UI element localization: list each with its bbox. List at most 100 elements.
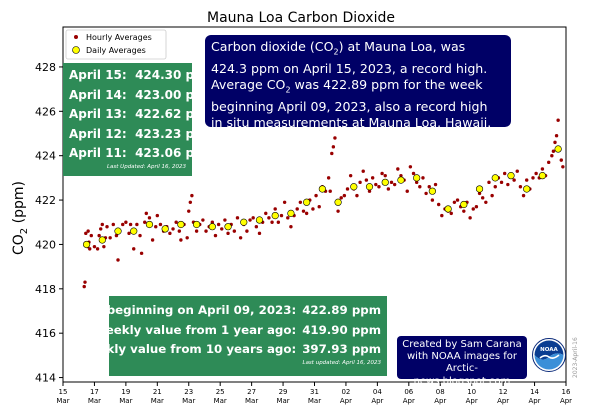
hourly-point [128,222,133,227]
credit-line-2: with NOAA images for [407,351,517,363]
daily-point [491,174,499,182]
x-axis-ticks: 15Mar17Mar19Mar21Mar23Mar25Mar27Mar29Mar… [56,382,572,405]
chart-title: Mauna Loa Carbon Dioxide [207,10,395,26]
hourly-point [525,178,529,182]
y-tick-label: 424 [35,150,56,163]
daily-row: April 14: 423.00 ppm [69,86,215,106]
hourly-point [171,227,175,231]
x-tick-month: Apr [403,397,415,405]
y-tick-label: 426 [35,105,56,118]
daily-point [428,187,436,195]
weekly-row-label: Weekly value from 1 year ago: [93,322,297,337]
hourly-point [210,220,215,224]
hourly-point [531,176,535,180]
daily-row-date: April 11: [69,146,127,161]
hourly-point [547,160,551,165]
hourly-point [383,173,387,178]
weekly-row: Week beginning on April 09, 2023: 422.89 … [66,301,381,321]
y-axis-ticks: 414 416 418 420 422 424 426 428 [35,61,63,385]
y-tick-label: 418 [35,283,56,296]
credit-line-3: Arctic-news.blogspot.com [413,363,511,387]
callout-line-1b: ) at Mauna Loa, was [338,39,466,54]
x-tick-month: Mar [214,397,227,405]
hourly-point [226,231,230,236]
daily-point [82,240,91,249]
weekly-row-value: 419.90 ppm [302,322,381,337]
hourly-point [147,216,152,220]
daily-point [255,216,264,224]
hourly-point [114,233,119,238]
legend-frame [65,29,167,60]
hourly-point [345,187,350,191]
hourly-point [138,233,142,238]
hourly-point [348,173,353,178]
x-tick-month: Apr [466,397,478,405]
hourly-point [331,145,336,149]
daily-point [240,218,248,226]
side-date-stamp: 2023-April-16 [572,337,579,378]
legend-daily-label: Daily Averages [86,46,146,55]
hourly-point [421,176,425,180]
hourly-point [154,224,158,229]
record-callout: Carbon dioxide (CO2) at Mauna Loa, was 4… [205,35,511,130]
weekly-row-label: Weekly value from 10 years ago: [77,342,297,356]
hourly-point [484,200,488,204]
hourly-point [84,231,88,236]
x-tick-day: 02 [341,388,350,396]
hourly-point [561,165,565,169]
hourly-point [534,171,538,176]
hourly-point [487,180,491,185]
hourly-point [474,205,479,209]
y-axis-label-rest: (ppm) [11,181,27,228]
hourly-point [477,191,482,196]
noaa-logo-text: NOAA [540,347,558,353]
hourly-point [427,185,431,189]
daily-row: April 13: 422.62 ppm [69,105,215,125]
hourly-point [521,193,526,198]
hourly-point [550,153,554,158]
daily-point [208,223,216,231]
hourly-point [100,222,104,227]
weekly-values-box: Week beginning on April 09, 2023: 422.89 … [66,296,387,376]
hourly-point [150,238,155,242]
hourly-point [267,216,271,220]
hourly-point [155,213,160,218]
x-tick-day: 04 [373,388,382,396]
daily-point [161,225,169,233]
hourly-point [377,185,381,189]
y-axis-label: CO2 (ppm) [11,181,30,255]
x-tick-day: 23 [184,388,193,396]
weekly-row-value: 422.89 ppm [302,303,381,317]
hourly-point [449,211,453,216]
daily-row-value: 423.06 ppm [135,146,216,161]
hourly-point [245,229,249,233]
daily-point [413,174,421,182]
daily-row-date: April 15: [69,68,127,82]
legend-daily-marker [72,46,80,54]
credit-box: Created by Sam Carana with NOAA images f… [397,336,527,387]
hourly-point [399,173,403,178]
daily-point [507,172,515,180]
hourly-point [289,224,293,229]
hourly-point [452,200,457,204]
hourly-point [455,198,460,202]
x-tick-day: 06 [404,388,413,396]
x-tick-day: 10 [467,388,476,396]
x-tick-month: Apr [371,397,383,405]
hourly-point [380,171,384,176]
weekly-row: Weekly value from 1 year ago: 419.90 ppm [93,321,381,341]
hourly-point [342,193,347,198]
callout-line-5: in situ measurements at Mauna Loa, Hawai… [211,114,492,130]
weekly-box-updated: Last updated: April 16, 2023 [302,359,382,366]
daily-point [334,198,342,206]
hourly-point [201,218,205,222]
hourly-point [116,258,120,262]
hourly-point [515,169,519,173]
x-tick-day: 29 [279,388,288,396]
hourly-point [158,222,163,227]
x-tick-day: 15 [59,388,68,396]
hourly-point [386,187,391,191]
hourly-point [330,151,334,156]
